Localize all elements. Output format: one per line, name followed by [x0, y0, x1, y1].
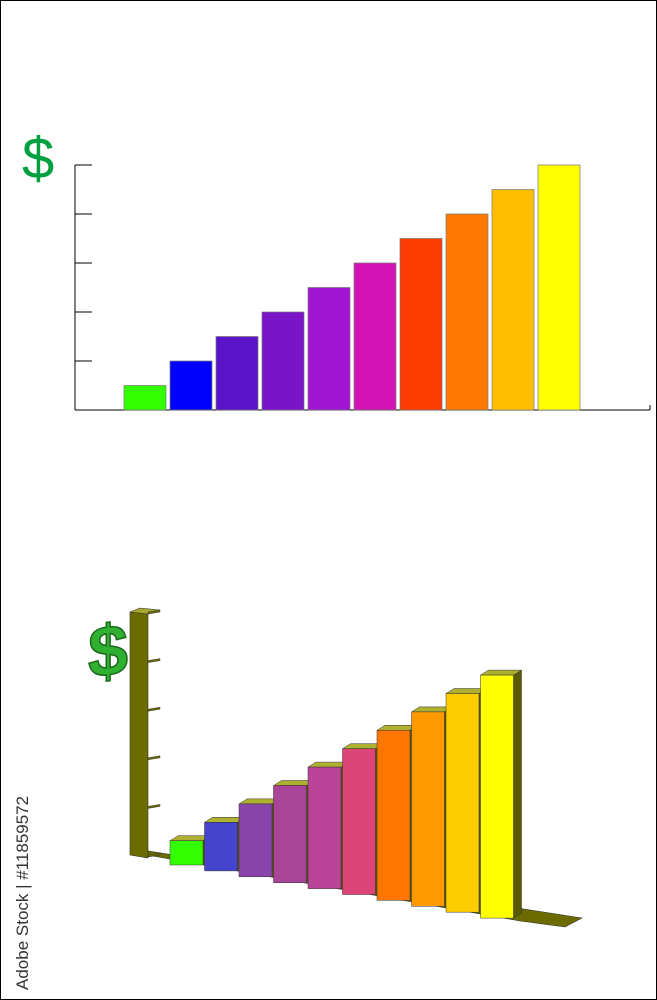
bar-side: [513, 669, 522, 919]
credit: Adobe Stock | #11859572: [13, 796, 32, 990]
y-tick: [147, 755, 161, 761]
bar: [169, 840, 204, 866]
chart-title: $: [22, 126, 54, 191]
chart-title: $: [88, 610, 128, 694]
bar: [261, 311, 305, 411]
bar: [342, 748, 376, 895]
y-axis-front: [129, 611, 149, 859]
bar: [480, 674, 514, 919]
bar: [399, 238, 443, 411]
bar: [445, 693, 480, 913]
y-tick: [147, 804, 161, 809]
bar: [353, 262, 397, 411]
bar: [123, 385, 167, 411]
bar: [238, 803, 273, 878]
y-tick: [147, 706, 161, 712]
bar: [307, 766, 342, 889]
bar: [273, 785, 307, 883]
bar: [169, 360, 213, 411]
bar: [307, 287, 351, 411]
y-tick: [147, 852, 161, 858]
y-tick: [147, 658, 161, 663]
bar: [411, 711, 445, 907]
bar: [204, 822, 238, 872]
y-tick: [147, 609, 161, 615]
bar: [491, 189, 535, 411]
bar: [215, 336, 259, 411]
bar: [445, 213, 489, 411]
bar: [376, 730, 411, 901]
bar: [537, 164, 581, 411]
